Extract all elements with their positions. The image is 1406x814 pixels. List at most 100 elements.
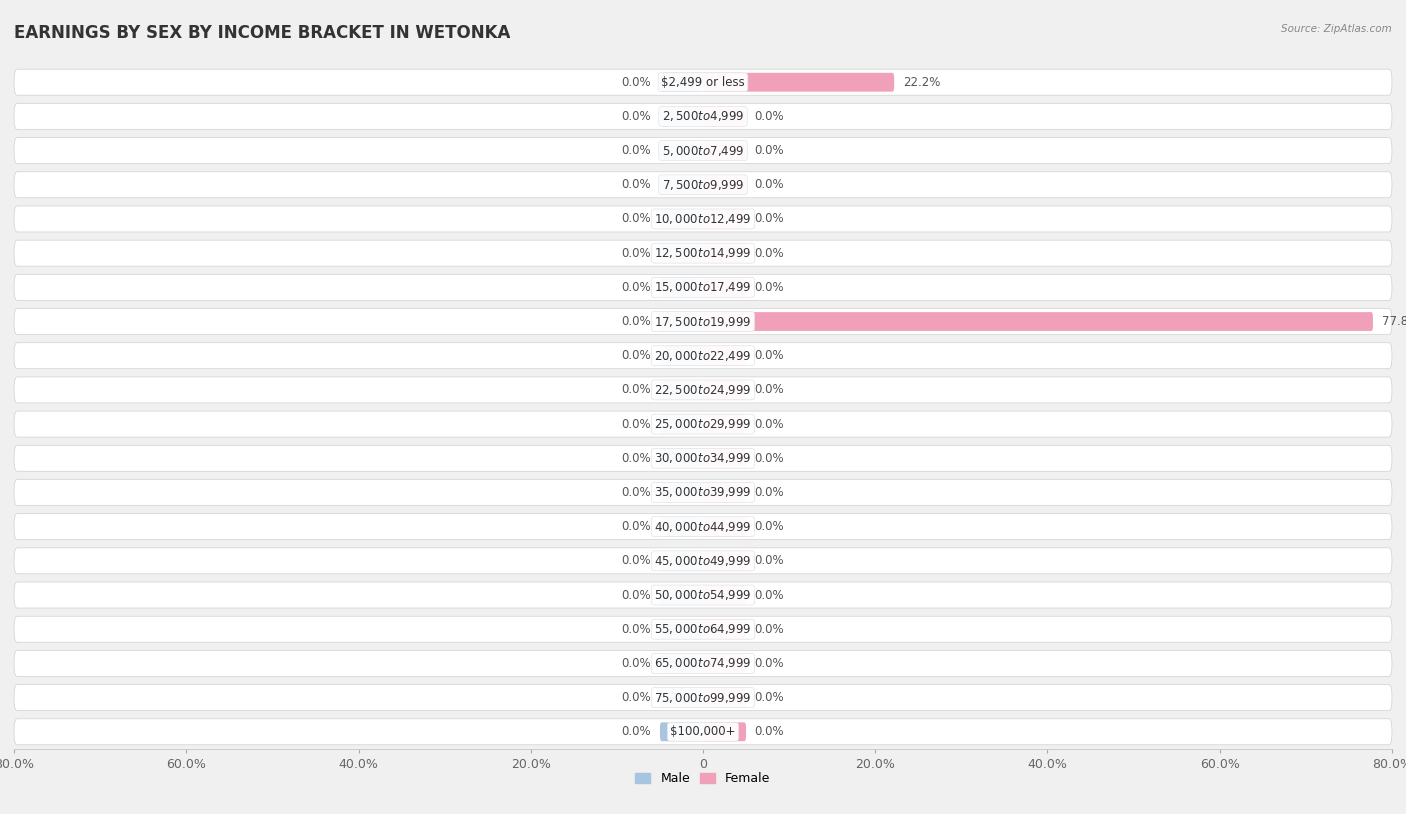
FancyBboxPatch shape xyxy=(14,582,1392,608)
Text: 0.0%: 0.0% xyxy=(755,110,785,123)
FancyBboxPatch shape xyxy=(659,688,703,707)
FancyBboxPatch shape xyxy=(703,243,747,263)
FancyBboxPatch shape xyxy=(703,483,747,502)
FancyBboxPatch shape xyxy=(14,411,1392,437)
FancyBboxPatch shape xyxy=(14,138,1392,164)
Text: 0.0%: 0.0% xyxy=(755,486,785,499)
FancyBboxPatch shape xyxy=(659,312,703,331)
FancyBboxPatch shape xyxy=(703,619,747,639)
Text: 0.0%: 0.0% xyxy=(621,144,651,157)
Text: 22.2%: 22.2% xyxy=(903,76,941,89)
Legend: Male, Female: Male, Female xyxy=(630,768,776,790)
FancyBboxPatch shape xyxy=(703,107,747,126)
Text: $2,500 to $4,999: $2,500 to $4,999 xyxy=(662,109,744,124)
Text: 0.0%: 0.0% xyxy=(755,725,785,738)
FancyBboxPatch shape xyxy=(659,585,703,605)
Text: 0.0%: 0.0% xyxy=(755,623,785,636)
Text: $7,500 to $9,999: $7,500 to $9,999 xyxy=(662,177,744,192)
Text: 77.8%: 77.8% xyxy=(1382,315,1406,328)
Text: $75,000 to $99,999: $75,000 to $99,999 xyxy=(654,690,752,705)
Text: 0.0%: 0.0% xyxy=(621,76,651,89)
FancyBboxPatch shape xyxy=(703,346,747,365)
FancyBboxPatch shape xyxy=(703,654,747,673)
FancyBboxPatch shape xyxy=(703,209,747,229)
Text: 0.0%: 0.0% xyxy=(621,589,651,602)
Text: 0.0%: 0.0% xyxy=(755,418,785,431)
FancyBboxPatch shape xyxy=(659,517,703,536)
FancyBboxPatch shape xyxy=(659,175,703,195)
Text: 0.0%: 0.0% xyxy=(621,281,651,294)
FancyBboxPatch shape xyxy=(703,722,747,742)
FancyBboxPatch shape xyxy=(703,72,894,92)
Text: $45,000 to $49,999: $45,000 to $49,999 xyxy=(654,554,752,568)
FancyBboxPatch shape xyxy=(14,343,1392,369)
FancyBboxPatch shape xyxy=(14,650,1392,676)
Text: $30,000 to $34,999: $30,000 to $34,999 xyxy=(654,451,752,466)
FancyBboxPatch shape xyxy=(703,517,747,536)
FancyBboxPatch shape xyxy=(14,377,1392,403)
Text: $10,000 to $12,499: $10,000 to $12,499 xyxy=(654,212,752,226)
FancyBboxPatch shape xyxy=(14,240,1392,266)
Text: $55,000 to $64,999: $55,000 to $64,999 xyxy=(654,622,752,637)
FancyBboxPatch shape xyxy=(703,380,747,400)
Text: 0.0%: 0.0% xyxy=(755,589,785,602)
FancyBboxPatch shape xyxy=(659,141,703,160)
Text: $35,000 to $39,999: $35,000 to $39,999 xyxy=(654,485,752,500)
Text: 0.0%: 0.0% xyxy=(621,178,651,191)
Text: 0.0%: 0.0% xyxy=(621,349,651,362)
Text: $15,000 to $17,499: $15,000 to $17,499 xyxy=(654,280,752,295)
Text: 0.0%: 0.0% xyxy=(621,657,651,670)
FancyBboxPatch shape xyxy=(659,619,703,639)
Text: $25,000 to $29,999: $25,000 to $29,999 xyxy=(654,417,752,431)
Text: $65,000 to $74,999: $65,000 to $74,999 xyxy=(654,656,752,671)
FancyBboxPatch shape xyxy=(14,685,1392,711)
FancyBboxPatch shape xyxy=(703,414,747,434)
Text: 0.0%: 0.0% xyxy=(621,520,651,533)
Text: $5,000 to $7,499: $5,000 to $7,499 xyxy=(662,143,744,158)
FancyBboxPatch shape xyxy=(659,483,703,502)
Text: $2,499 or less: $2,499 or less xyxy=(661,76,745,89)
FancyBboxPatch shape xyxy=(14,206,1392,232)
Text: Source: ZipAtlas.com: Source: ZipAtlas.com xyxy=(1281,24,1392,34)
Text: 0.0%: 0.0% xyxy=(621,486,651,499)
Text: 0.0%: 0.0% xyxy=(755,281,785,294)
FancyBboxPatch shape xyxy=(703,312,1374,331)
Text: $22,500 to $24,999: $22,500 to $24,999 xyxy=(654,383,752,397)
FancyBboxPatch shape xyxy=(14,172,1392,198)
Text: 0.0%: 0.0% xyxy=(755,247,785,260)
Text: 0.0%: 0.0% xyxy=(755,657,785,670)
Text: 0.0%: 0.0% xyxy=(621,554,651,567)
Text: 0.0%: 0.0% xyxy=(755,520,785,533)
Text: 0.0%: 0.0% xyxy=(621,725,651,738)
FancyBboxPatch shape xyxy=(14,719,1392,745)
FancyBboxPatch shape xyxy=(14,616,1392,642)
FancyBboxPatch shape xyxy=(14,103,1392,129)
FancyBboxPatch shape xyxy=(659,346,703,365)
FancyBboxPatch shape xyxy=(703,551,747,571)
Text: 0.0%: 0.0% xyxy=(621,452,651,465)
Text: 0.0%: 0.0% xyxy=(755,691,785,704)
FancyBboxPatch shape xyxy=(659,243,703,263)
Text: $40,000 to $44,999: $40,000 to $44,999 xyxy=(654,519,752,534)
Text: $50,000 to $54,999: $50,000 to $54,999 xyxy=(654,588,752,602)
FancyBboxPatch shape xyxy=(14,514,1392,540)
Text: $12,500 to $14,999: $12,500 to $14,999 xyxy=(654,246,752,260)
Text: 0.0%: 0.0% xyxy=(755,212,785,225)
FancyBboxPatch shape xyxy=(703,585,747,605)
FancyBboxPatch shape xyxy=(14,479,1392,505)
FancyBboxPatch shape xyxy=(14,274,1392,300)
FancyBboxPatch shape xyxy=(14,445,1392,471)
Text: 0.0%: 0.0% xyxy=(621,418,651,431)
Text: $20,000 to $22,499: $20,000 to $22,499 xyxy=(654,348,752,363)
FancyBboxPatch shape xyxy=(659,72,703,92)
FancyBboxPatch shape xyxy=(659,722,703,742)
Text: 0.0%: 0.0% xyxy=(621,691,651,704)
FancyBboxPatch shape xyxy=(703,278,747,297)
FancyBboxPatch shape xyxy=(703,175,747,195)
Text: 0.0%: 0.0% xyxy=(755,452,785,465)
FancyBboxPatch shape xyxy=(659,380,703,400)
Text: 0.0%: 0.0% xyxy=(755,178,785,191)
Text: 0.0%: 0.0% xyxy=(621,110,651,123)
FancyBboxPatch shape xyxy=(659,278,703,297)
Text: 0.0%: 0.0% xyxy=(621,623,651,636)
